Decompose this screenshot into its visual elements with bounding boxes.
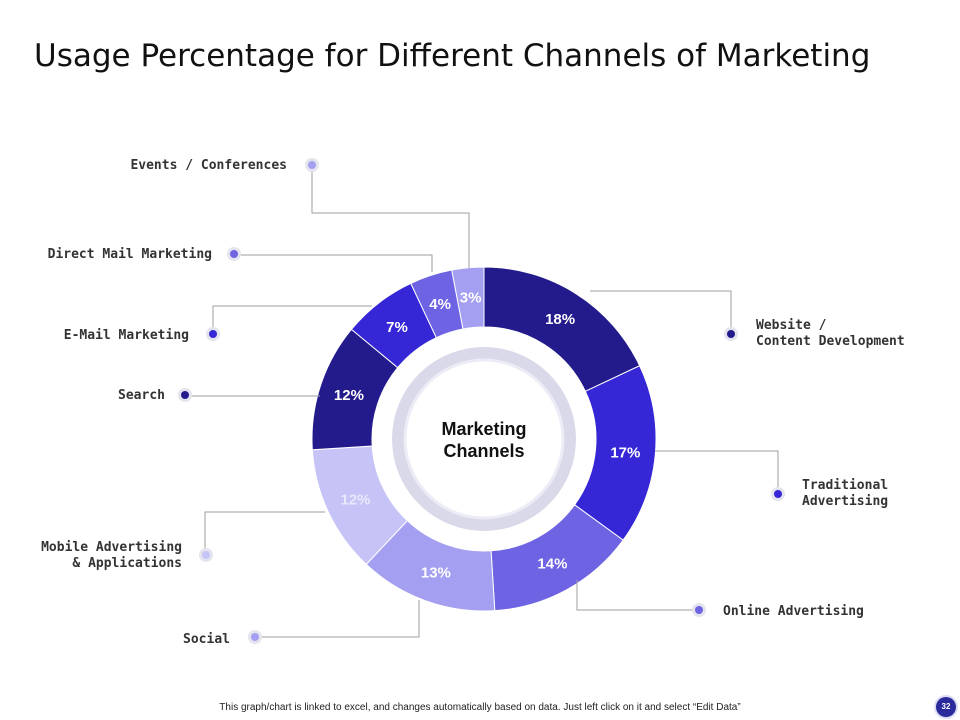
callout-line (311, 166, 470, 268)
callout-label-events-conferences: Events / Conferences (130, 158, 287, 173)
center-ring-inner (403, 358, 565, 520)
chart-center: Marketing Channels (392, 347, 576, 531)
callout-line (576, 580, 698, 611)
callout-dot (181, 391, 189, 399)
slice-value-label: 4% (429, 296, 451, 313)
slice-value-label: 12% (340, 491, 370, 508)
callout-dot (308, 161, 316, 169)
callout-line (590, 290, 732, 334)
callout-line (655, 450, 779, 494)
footer-note: This graph/chart is linked to excel, and… (219, 702, 741, 713)
page-title: Usage Percentage for Different Channels … (34, 38, 871, 74)
callout-line (256, 600, 420, 638)
slice-value-label: 14% (537, 555, 567, 572)
slice-value-label: 7% (386, 319, 408, 336)
callout-label-online-advertising: Online Advertising (723, 604, 864, 619)
callout-label-direct-mail-marketing: Direct Mail Marketing (48, 247, 212, 262)
callout-label-social: Social (183, 632, 230, 647)
callout-label-traditional-advertising: Traditional Advertising (802, 478, 888, 509)
callout-dot (727, 330, 735, 338)
slice-value-label: 13% (421, 565, 451, 582)
slice-events-conferences (451, 266, 485, 330)
slice-value-label: 18% (545, 311, 575, 328)
callout-label-mobile-advertising-applications: Mobile Advertising & Applications (41, 540, 182, 571)
slice-value-label: 3% (460, 290, 482, 307)
center-ring (392, 347, 576, 531)
callout-label-search: Search (118, 388, 165, 403)
callout-line (234, 254, 433, 272)
chart-callouts: Website / Content Development Traditional A… (41, 158, 905, 647)
callout-line (204, 511, 325, 554)
callout-dot (230, 250, 238, 258)
callout-dot (209, 330, 217, 338)
chart-slices: 18% 17% 14% 13% 12% 12% 7% 4% 3% (311, 266, 657, 612)
callout-dot (695, 606, 703, 614)
center-label: Marketing Channels (441, 419, 526, 461)
callout-line (212, 305, 372, 334)
callout-dot (774, 490, 782, 498)
callout-dot (202, 551, 210, 559)
slice-value-label: 12% (334, 387, 364, 404)
page-number-badge: 32 (936, 697, 956, 717)
callout-label-e-mail-marketing: E-Mail Marketing (64, 328, 189, 343)
callout-label-website-content-development: Website / Content Development (756, 318, 905, 349)
slice-value-label: 17% (610, 444, 640, 461)
callout-dot (251, 633, 259, 641)
